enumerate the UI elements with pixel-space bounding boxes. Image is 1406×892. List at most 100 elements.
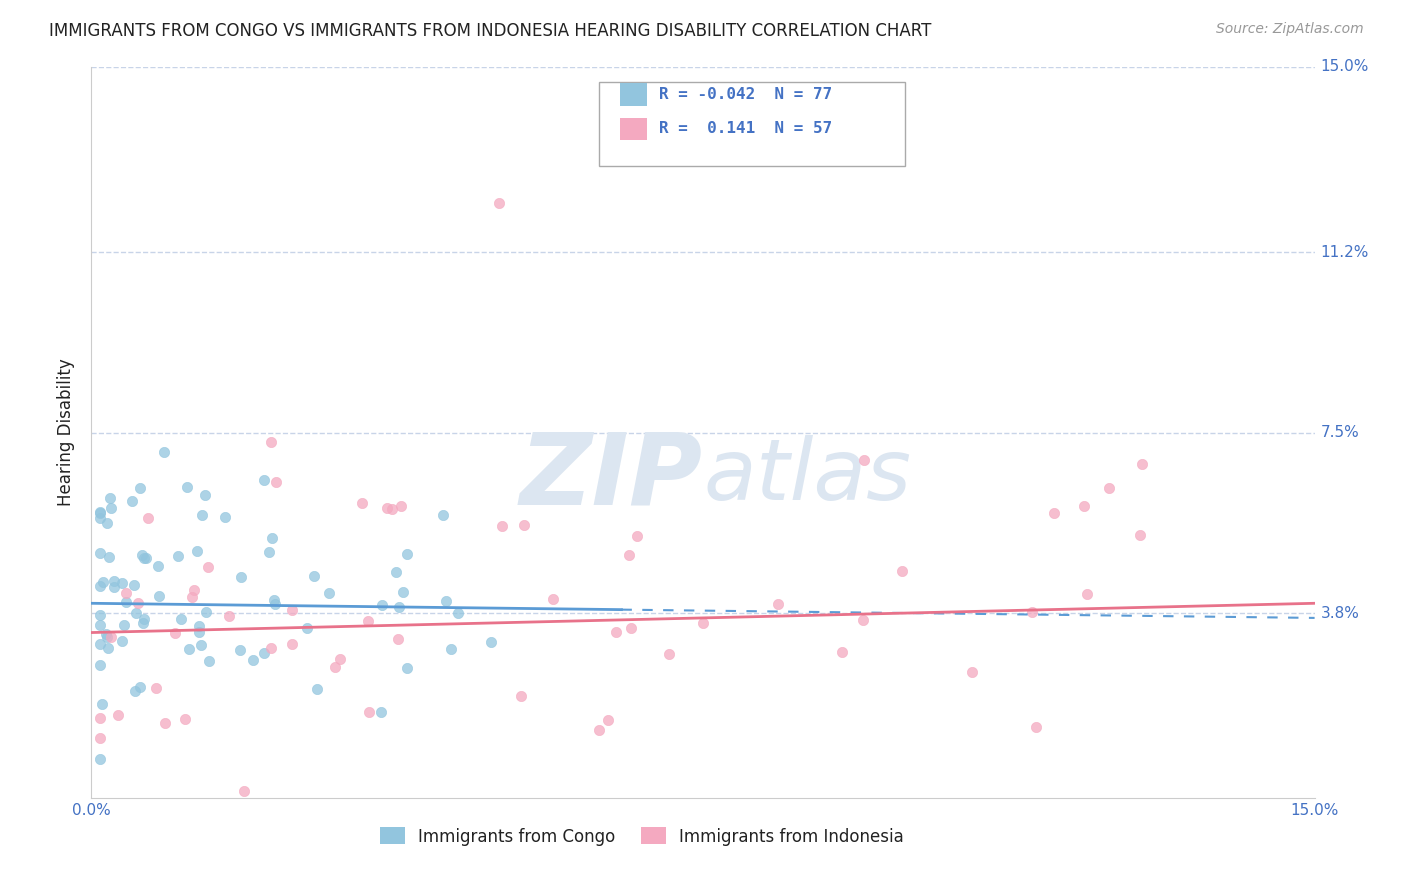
Point <box>115 595 138 609</box>
Point <box>136 511 159 525</box>
Point <box>107 708 129 723</box>
Point <box>181 590 204 604</box>
Point <box>197 560 219 574</box>
Point <box>114 586 136 600</box>
Point <box>588 723 610 737</box>
Point <box>128 680 150 694</box>
Point <box>1021 605 1043 619</box>
Point <box>447 606 470 620</box>
Point <box>388 599 411 614</box>
Point <box>389 499 412 513</box>
Point <box>242 653 264 667</box>
Point <box>617 548 640 562</box>
Point <box>134 550 156 565</box>
Point <box>852 453 875 467</box>
Point <box>543 592 565 607</box>
Point <box>89 506 111 520</box>
Point <box>295 621 318 635</box>
Point <box>111 575 134 590</box>
Point <box>329 652 352 666</box>
Point <box>100 630 122 644</box>
Point <box>488 196 510 211</box>
Point <box>626 529 648 543</box>
Point <box>145 681 167 696</box>
Point <box>481 635 503 649</box>
Point <box>100 491 122 506</box>
Point <box>396 548 419 562</box>
Point <box>692 615 714 630</box>
Point <box>96 516 118 530</box>
Point <box>186 544 208 558</box>
Point <box>370 705 392 719</box>
Point <box>434 593 457 607</box>
Point <box>257 545 280 559</box>
Point <box>167 549 190 564</box>
Point <box>111 633 134 648</box>
Point <box>195 605 218 619</box>
Point <box>305 682 328 697</box>
Point <box>831 645 853 659</box>
FancyBboxPatch shape <box>599 81 905 166</box>
Text: Source: ZipAtlas.com: Source: ZipAtlas.com <box>1216 22 1364 37</box>
Point <box>395 661 418 675</box>
Point <box>233 784 256 798</box>
Point <box>89 752 111 766</box>
Point <box>375 500 398 515</box>
Point <box>491 519 513 533</box>
Point <box>371 598 394 612</box>
Point <box>229 569 252 583</box>
Point <box>146 559 169 574</box>
Point <box>153 716 176 731</box>
Point <box>89 618 111 632</box>
Point <box>260 435 283 450</box>
Point <box>176 480 198 494</box>
Point <box>357 706 380 720</box>
Point <box>96 627 118 641</box>
Point <box>766 597 789 611</box>
Point <box>177 642 200 657</box>
Point <box>509 689 531 703</box>
Point <box>89 608 111 623</box>
Point <box>1129 528 1152 542</box>
Point <box>97 550 120 565</box>
Point <box>1073 499 1095 513</box>
Point <box>125 606 148 620</box>
Point <box>302 569 325 583</box>
Point <box>89 546 111 560</box>
Point <box>440 641 463 656</box>
Text: 7.5%: 7.5% <box>1320 425 1360 440</box>
Point <box>89 511 111 525</box>
Point <box>1098 482 1121 496</box>
Point <box>1130 457 1153 471</box>
Point <box>100 501 122 516</box>
FancyBboxPatch shape <box>620 118 647 140</box>
Point <box>103 574 125 588</box>
Point <box>381 502 404 516</box>
Point <box>194 488 217 502</box>
Point <box>183 582 205 597</box>
Text: atlas: atlas <box>703 435 911 518</box>
Point <box>148 589 170 603</box>
Point <box>960 665 983 679</box>
Point <box>1076 587 1098 601</box>
Point <box>131 548 153 562</box>
Text: IMMIGRANTS FROM CONGO VS IMMIGRANTS FROM INDONESIA HEARING DISABILITY CORRELATIO: IMMIGRANTS FROM CONGO VS IMMIGRANTS FROM… <box>49 22 932 40</box>
Point <box>90 697 112 711</box>
Point <box>1043 506 1066 520</box>
Point <box>89 731 111 746</box>
Point <box>263 592 285 607</box>
Point <box>132 612 155 626</box>
Text: 11.2%: 11.2% <box>1320 244 1369 260</box>
Point <box>135 551 157 566</box>
Point <box>214 510 236 524</box>
Point <box>122 578 145 592</box>
Point <box>96 631 118 645</box>
Text: R = -0.042  N = 77: R = -0.042 N = 77 <box>659 87 832 102</box>
Point <box>89 505 111 519</box>
Point <box>93 574 115 589</box>
Point <box>891 565 914 579</box>
Point <box>132 616 155 631</box>
Point <box>658 648 681 662</box>
Point <box>121 494 143 508</box>
Point <box>163 626 186 640</box>
